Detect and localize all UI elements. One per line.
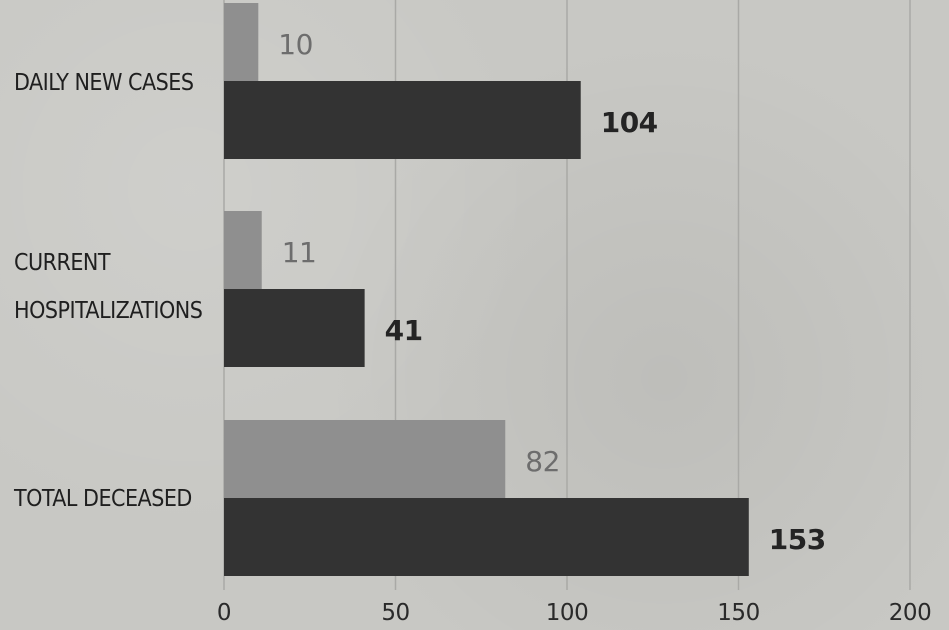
x-tick-label-0: 0 xyxy=(217,600,231,626)
bar-secondary-2 xyxy=(224,420,506,498)
category-label-2-0: TOTAL DECEASED xyxy=(13,486,192,512)
data-label-secondary-0: 10 xyxy=(278,28,313,61)
bar-primary-1 xyxy=(224,289,365,367)
data-label-primary-2: 153 xyxy=(769,523,826,556)
category-label-0-0: DAILY NEW CASES xyxy=(14,70,194,96)
data-label-primary-1: 41 xyxy=(385,314,423,347)
x-tick-label-150: 150 xyxy=(717,600,759,626)
category-label-1-1: HOSPITALIZATIONS xyxy=(14,298,202,324)
category-label-1-0: CURRENT xyxy=(14,250,111,276)
data-label-secondary-2: 82 xyxy=(525,445,560,478)
x-tick-label-100: 100 xyxy=(546,600,588,626)
bar-primary-0 xyxy=(224,81,581,159)
x-tick-label-50: 50 xyxy=(381,600,409,626)
bar-secondary-0 xyxy=(224,3,259,81)
bar-secondary-1 xyxy=(224,211,262,289)
x-tick-label-200: 200 xyxy=(889,600,931,626)
bar-primary-2 xyxy=(224,498,749,576)
data-label-primary-0: 104 xyxy=(601,106,658,139)
data-label-secondary-1: 11 xyxy=(282,236,317,269)
